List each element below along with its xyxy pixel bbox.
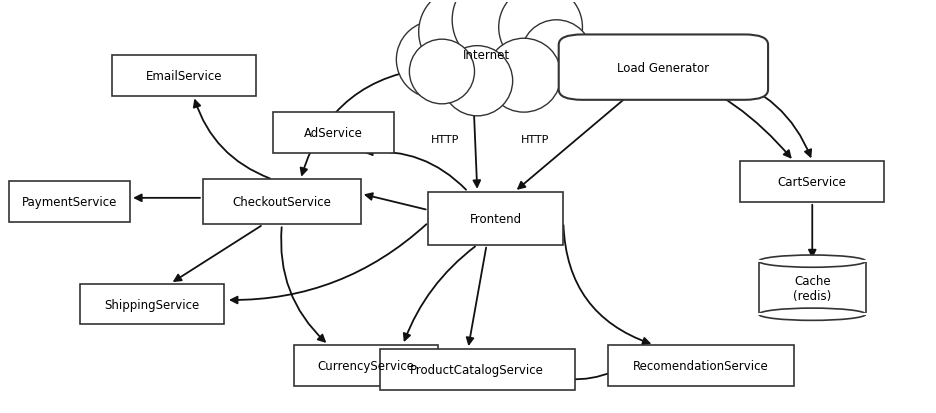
Text: Internet: Internet <box>463 49 510 62</box>
FancyBboxPatch shape <box>80 284 224 325</box>
FancyBboxPatch shape <box>559 36 768 100</box>
Ellipse shape <box>521 21 592 91</box>
FancyBboxPatch shape <box>112 56 256 97</box>
Text: HTTP: HTTP <box>520 134 549 144</box>
Ellipse shape <box>452 0 548 69</box>
Text: EmailService: EmailService <box>146 70 223 83</box>
Ellipse shape <box>487 39 561 113</box>
Text: Frontend: Frontend <box>470 212 522 225</box>
Text: HTTP: HTTP <box>431 134 459 144</box>
Bar <box>759 261 866 314</box>
Text: CartService: CartService <box>778 176 847 189</box>
Text: ProductCatalogService: ProductCatalogService <box>410 363 544 376</box>
FancyBboxPatch shape <box>203 180 361 225</box>
FancyBboxPatch shape <box>429 192 563 245</box>
Text: PaymentService: PaymentService <box>22 196 117 209</box>
Text: Load Generator: Load Generator <box>618 62 709 74</box>
Text: RecomendationService: RecomendationService <box>633 359 768 372</box>
FancyBboxPatch shape <box>607 345 794 386</box>
FancyBboxPatch shape <box>294 345 438 386</box>
Ellipse shape <box>396 21 475 99</box>
FancyBboxPatch shape <box>380 349 575 390</box>
Ellipse shape <box>499 0 582 69</box>
Text: CurrencyService: CurrencyService <box>317 359 414 372</box>
Text: ShippingService: ShippingService <box>104 298 199 311</box>
Ellipse shape <box>759 255 866 268</box>
Ellipse shape <box>759 309 866 320</box>
FancyBboxPatch shape <box>740 161 885 202</box>
Text: CheckoutService: CheckoutService <box>232 196 331 209</box>
Text: Cache
(redis): Cache (redis) <box>793 274 831 302</box>
FancyBboxPatch shape <box>9 182 130 223</box>
Ellipse shape <box>409 40 475 104</box>
Text: AdService: AdService <box>303 127 362 140</box>
Ellipse shape <box>418 0 508 77</box>
Ellipse shape <box>442 47 513 116</box>
FancyBboxPatch shape <box>272 113 393 154</box>
